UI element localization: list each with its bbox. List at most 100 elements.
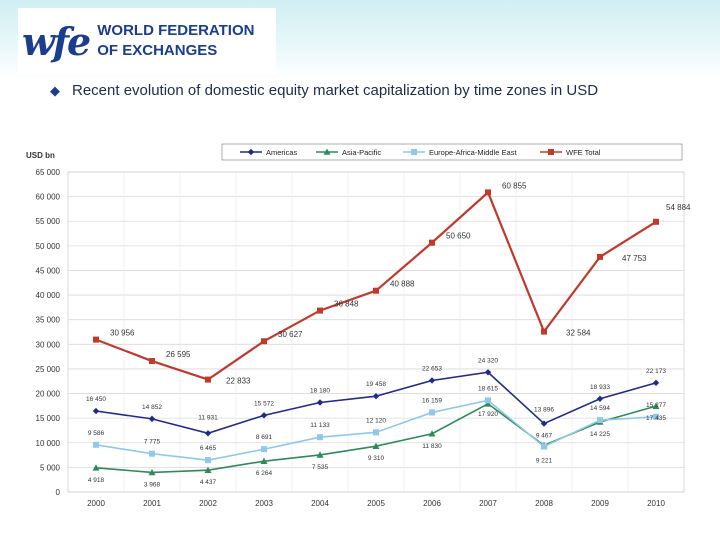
x-tick-label: 2007 [479, 499, 497, 508]
y-tick-label: 50 000 [36, 242, 61, 251]
data-point-americas [596, 395, 604, 402]
data-point-wfe_total [485, 189, 491, 196]
data-label-americas: 16 450 [86, 396, 106, 403]
data-point-asia_pacific [484, 400, 492, 407]
data-point-wfe_total [653, 218, 659, 225]
data-point-americas [260, 412, 268, 419]
data-point-europe [149, 450, 155, 457]
data-point-wfe_total [93, 336, 99, 343]
data-label-europe: 11 133 [310, 422, 330, 429]
data-label-americas: 19 458 [366, 381, 386, 388]
data-label-americas: 14 852 [142, 404, 162, 411]
axis-labels: 0 5 000 10 000 15 000 20 000 25 000 30 000 35 0… [36, 168, 666, 508]
y-tick-label: 65 000 [36, 168, 61, 177]
x-tick-label: 2006 [423, 499, 441, 508]
y-tick-label: 10 000 [36, 439, 61, 448]
y-tick-label: 60 000 [36, 193, 61, 202]
data-point-asia_pacific [316, 451, 324, 458]
data-label-asia_pacific: 17 435 [646, 415, 666, 422]
data-point-americas [92, 407, 100, 415]
data-label-europe: 7 775 [144, 439, 161, 446]
data-point-wfe_total [261, 338, 267, 345]
x-tick-label: 2008 [535, 499, 553, 508]
wfe-logo: wfe WORLD FEDERATION OF EXCHANGES [18, 8, 276, 74]
data-label-wfe_total: 54 884 [666, 203, 691, 212]
data-label-europe: 16 159 [422, 397, 442, 404]
x-tick-label: 2003 [255, 499, 273, 508]
slide-title-text: Recent evolution of domestic equity mark… [72, 82, 599, 99]
y-tick-label: 25 000 [36, 365, 61, 374]
legend-swatch-marker [247, 148, 255, 156]
y-tick-label: 5 000 [40, 463, 61, 472]
data-label-asia_pacific: 11 830 [422, 443, 442, 450]
data-label-wfe_total: 50 650 [446, 232, 471, 241]
data-label-americas: 15 572 [254, 400, 274, 407]
data-point-europe [205, 457, 211, 464]
data-label-europe: 9 221 [536, 458, 553, 465]
x-tick-label: 2004 [311, 499, 329, 508]
data-label-americas: 24 320 [478, 357, 498, 364]
diamond-bullet-icon: ◆ [50, 82, 60, 98]
legend-swatch-marker [548, 149, 554, 155]
data-point-americas [540, 420, 548, 427]
data-point-americas [372, 393, 380, 400]
data-label-wfe_total: 40 888 [390, 280, 415, 289]
data-label-americas: 22 173 [646, 368, 666, 375]
logo-line-1: WORLD FEDERATION [97, 22, 255, 39]
data-point-asia_pacific [372, 442, 380, 449]
data-label-asia_pacific: 3 968 [144, 481, 161, 488]
data-label-wfe_total: 26 595 [166, 350, 191, 359]
x-tick-label: 2001 [143, 499, 161, 508]
data-point-europe [317, 434, 323, 441]
y-tick-label: 35 000 [36, 316, 61, 325]
data-label-wfe_total: 30 956 [110, 329, 135, 338]
data-label-wfe_total: 30 627 [278, 330, 303, 339]
data-label-asia_pacific: 7 535 [312, 464, 329, 471]
legend: Americas Asia-Pacific Europe-Africa-Middle… [221, 143, 683, 161]
data-label-europe: 6 465 [200, 445, 217, 452]
data-label-americas: 18 180 [310, 387, 330, 394]
data-point-americas [484, 369, 492, 376]
data-label-asia_pacific: 9 467 [536, 432, 553, 439]
data-point-asia_pacific [260, 457, 268, 464]
data-point-wfe_total [597, 253, 603, 260]
data-point-europe [541, 443, 547, 450]
data-point-wfe_total [205, 376, 211, 383]
data-label-wfe_total: 32 584 [566, 329, 591, 338]
data-point-americas [316, 399, 324, 406]
data-point-asia_pacific [92, 464, 100, 471]
data-point-americas [428, 377, 436, 384]
y-tick-label: 45 000 [36, 266, 61, 275]
data-label-wfe_total: 36 848 [334, 300, 359, 309]
data-labels: 16 450 14 852 11 931 15 572 18 180 19 458 22 6… [86, 181, 691, 488]
x-tick-label: 2009 [591, 499, 609, 508]
data-label-europe: 15 277 [646, 402, 666, 409]
data-label-europe: 9 586 [88, 430, 105, 437]
legend-entry-label: Europe-Africa-Middle East [429, 148, 517, 157]
data-point-wfe_total [541, 328, 547, 335]
chart-container: 0 5 000 10 000 15 000 20 000 25 000 30 000 35 0… [20, 136, 698, 516]
data-label-wfe_total: 47 753 [622, 254, 647, 263]
data-point-asia_pacific [428, 430, 436, 437]
data-label-asia_pacific: 6 264 [256, 470, 273, 477]
y-tick-label: 20 000 [36, 390, 61, 399]
logo-line-2: OF EXCHANGES [97, 42, 218, 59]
x-tick-label: 2002 [199, 499, 217, 508]
x-tick-label: 2000 [87, 499, 105, 508]
series-lines [92, 189, 660, 476]
data-label-asia_pacific: 17 920 [478, 411, 498, 418]
legend-entry-label: WFE Total [566, 148, 601, 157]
data-point-wfe_total [373, 287, 379, 294]
data-label-americas: 13 896 [534, 407, 554, 414]
data-point-europe [429, 409, 435, 416]
slide-title: ◆ Recent evolution of domestic equity ma… [50, 82, 598, 99]
legend-entry-label: Asia-Pacific [342, 148, 381, 157]
line-chart: 0 5 000 10 000 15 000 20 000 25 000 30 000 35 0… [26, 143, 691, 508]
data-point-americas [652, 379, 660, 387]
y-tick-label: 0 [56, 488, 61, 497]
data-point-americas [148, 415, 156, 423]
legend-box [221, 143, 683, 161]
data-point-europe [653, 413, 659, 420]
data-point-asia_pacific [204, 466, 212, 473]
data-point-wfe_total [149, 358, 155, 365]
